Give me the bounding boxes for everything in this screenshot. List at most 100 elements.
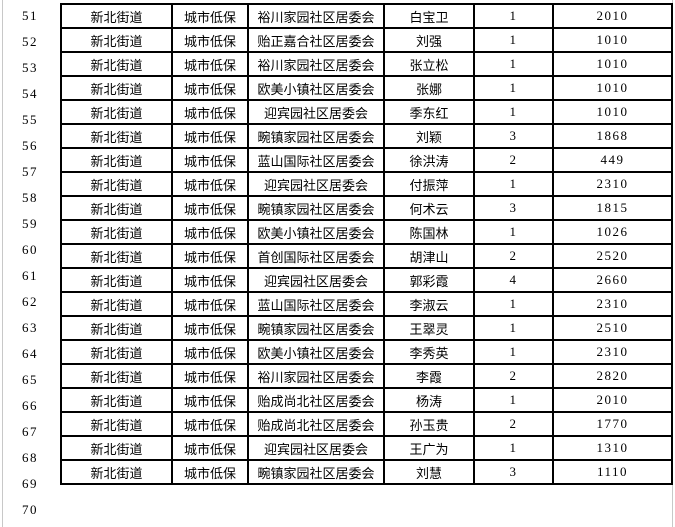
assistance-type-cell[interactable]: 城市低保 — [171, 147, 249, 173]
household-count-cell[interactable]: 1 — [473, 435, 554, 461]
household-count-cell[interactable]: 2 — [473, 411, 554, 437]
amount-cell[interactable]: 2660 — [552, 267, 673, 293]
name-cell[interactable]: 张立松 — [383, 51, 475, 77]
row-index-cell[interactable]: 51 — [22, 8, 38, 23]
street-cell[interactable]: 新北街道 — [60, 195, 173, 221]
household-count-cell[interactable]: 1 — [473, 291, 554, 317]
assistance-type-cell[interactable]: 城市低保 — [171, 195, 249, 221]
assistance-type-cell[interactable]: 城市低保 — [171, 435, 249, 461]
street-cell[interactable]: 新北街道 — [60, 315, 173, 341]
name-cell[interactable]: 孙玉贵 — [383, 411, 475, 437]
household-count-cell[interactable]: 1 — [473, 27, 554, 53]
row-index-cell[interactable]: 55 — [22, 112, 38, 127]
household-count-cell[interactable]: 1 — [473, 315, 554, 341]
household-count-cell[interactable]: 1 — [473, 171, 554, 197]
amount-cell[interactable]: 1770 — [552, 411, 673, 437]
assistance-type-cell[interactable]: 城市低保 — [171, 51, 249, 77]
street-cell[interactable]: 新北街道 — [60, 219, 173, 245]
assistance-type-cell[interactable]: 城市低保 — [171, 27, 249, 53]
name-cell[interactable]: 何术云 — [383, 195, 475, 221]
amount-cell[interactable]: 1310 — [552, 435, 673, 461]
household-count-cell[interactable]: 1 — [473, 339, 554, 365]
street-cell[interactable]: 新北街道 — [60, 387, 173, 413]
street-cell[interactable]: 新北街道 — [60, 147, 173, 173]
household-count-cell[interactable]: 4 — [473, 267, 554, 293]
household-count-cell[interactable]: 2 — [473, 147, 554, 173]
row-index-cell[interactable]: 65 — [22, 372, 38, 387]
community-cell[interactable]: 欧美小镇社区居委会 — [247, 219, 385, 245]
assistance-type-cell[interactable]: 城市低保 — [171, 267, 249, 293]
assistance-type-cell[interactable]: 城市低保 — [171, 3, 249, 29]
street-cell[interactable]: 新北街道 — [60, 339, 173, 365]
amount-cell[interactable]: 1815 — [552, 195, 673, 221]
household-count-cell[interactable]: 1 — [473, 99, 554, 125]
street-cell[interactable]: 新北街道 — [60, 3, 173, 29]
row-index-cell[interactable]: 63 — [22, 320, 38, 335]
row-index-cell[interactable]: 54 — [22, 86, 38, 101]
row-index-cell[interactable]: 56 — [22, 138, 38, 153]
household-count-cell[interactable]: 1 — [473, 219, 554, 245]
street-cell[interactable]: 新北街道 — [60, 75, 173, 101]
row-index-cell[interactable]: 67 — [22, 424, 38, 439]
street-cell[interactable]: 新北街道 — [60, 123, 173, 149]
street-cell[interactable]: 新北街道 — [60, 243, 173, 269]
row-index-cell[interactable]: 66 — [22, 398, 38, 413]
amount-cell[interactable]: 1110 — [552, 459, 673, 485]
assistance-type-cell[interactable]: 城市低保 — [171, 315, 249, 341]
amount-cell[interactable]: 2010 — [552, 3, 673, 29]
community-cell[interactable]: 裕川家园社区居委会 — [247, 363, 385, 389]
assistance-type-cell[interactable]: 城市低保 — [171, 243, 249, 269]
amount-cell[interactable]: 1868 — [552, 123, 673, 149]
community-cell[interactable]: 畹镇家园社区居委会 — [247, 459, 385, 485]
row-index-cell[interactable]: 64 — [22, 346, 38, 361]
street-cell[interactable]: 新北街道 — [60, 27, 173, 53]
amount-cell[interactable]: 449 — [552, 147, 673, 173]
assistance-type-cell[interactable]: 城市低保 — [171, 411, 249, 437]
community-cell[interactable]: 畹镇家园社区居委会 — [247, 123, 385, 149]
name-cell[interactable]: 刘慧 — [383, 459, 475, 485]
amount-cell[interactable]: 2310 — [552, 171, 673, 197]
assistance-type-cell[interactable]: 城市低保 — [171, 291, 249, 317]
assistance-type-cell[interactable]: 城市低保 — [171, 387, 249, 413]
community-cell[interactable]: 首创国际社区居委会 — [247, 243, 385, 269]
name-cell[interactable]: 王翠灵 — [383, 315, 475, 341]
row-index-cell[interactable]: 59 — [22, 216, 38, 231]
street-cell[interactable]: 新北街道 — [60, 267, 173, 293]
name-cell[interactable]: 季东红 — [383, 99, 475, 125]
name-cell[interactable]: 胡津山 — [383, 243, 475, 269]
name-cell[interactable]: 付振萍 — [383, 171, 475, 197]
household-count-cell[interactable]: 3 — [473, 123, 554, 149]
assistance-type-cell[interactable]: 城市低保 — [171, 339, 249, 365]
assistance-type-cell[interactable]: 城市低保 — [171, 75, 249, 101]
street-cell[interactable]: 新北街道 — [60, 51, 173, 77]
name-cell[interactable]: 郭彩霞 — [383, 267, 475, 293]
community-cell[interactable]: 裕川家园社区居委会 — [247, 3, 385, 29]
assistance-type-cell[interactable]: 城市低保 — [171, 219, 249, 245]
name-cell[interactable]: 陈国林 — [383, 219, 475, 245]
community-cell[interactable]: 迎宾园社区居委会 — [247, 171, 385, 197]
household-count-cell[interactable]: 1 — [473, 3, 554, 29]
street-cell[interactable]: 新北街道 — [60, 99, 173, 125]
community-cell[interactable]: 迎宾园社区居委会 — [247, 435, 385, 461]
amount-cell[interactable]: 1010 — [552, 51, 673, 77]
household-count-cell[interactable]: 3 — [473, 195, 554, 221]
assistance-type-cell[interactable]: 城市低保 — [171, 99, 249, 125]
name-cell[interactable]: 张娜 — [383, 75, 475, 101]
community-cell[interactable]: 贻正嘉合社区居委会 — [247, 27, 385, 53]
household-count-cell[interactable]: 2 — [473, 363, 554, 389]
row-index-cell[interactable]: 70 — [22, 502, 38, 517]
household-count-cell[interactable]: 1 — [473, 387, 554, 413]
community-cell[interactable]: 畹镇家园社区居委会 — [247, 315, 385, 341]
community-cell[interactable]: 欧美小镇社区居委会 — [247, 339, 385, 365]
row-index-cell[interactable]: 68 — [22, 450, 38, 465]
community-cell[interactable]: 迎宾园社区居委会 — [247, 267, 385, 293]
household-count-cell[interactable]: 2 — [473, 243, 554, 269]
community-cell[interactable]: 贻成尚北社区居委会 — [247, 411, 385, 437]
assistance-type-cell[interactable]: 城市低保 — [171, 459, 249, 485]
household-count-cell[interactable]: 1 — [473, 51, 554, 77]
name-cell[interactable]: 李淑云 — [383, 291, 475, 317]
street-cell[interactable]: 新北街道 — [60, 435, 173, 461]
row-index-cell[interactable]: 58 — [22, 190, 38, 205]
row-index-cell[interactable]: 61 — [22, 268, 38, 283]
name-cell[interactable]: 王广为 — [383, 435, 475, 461]
